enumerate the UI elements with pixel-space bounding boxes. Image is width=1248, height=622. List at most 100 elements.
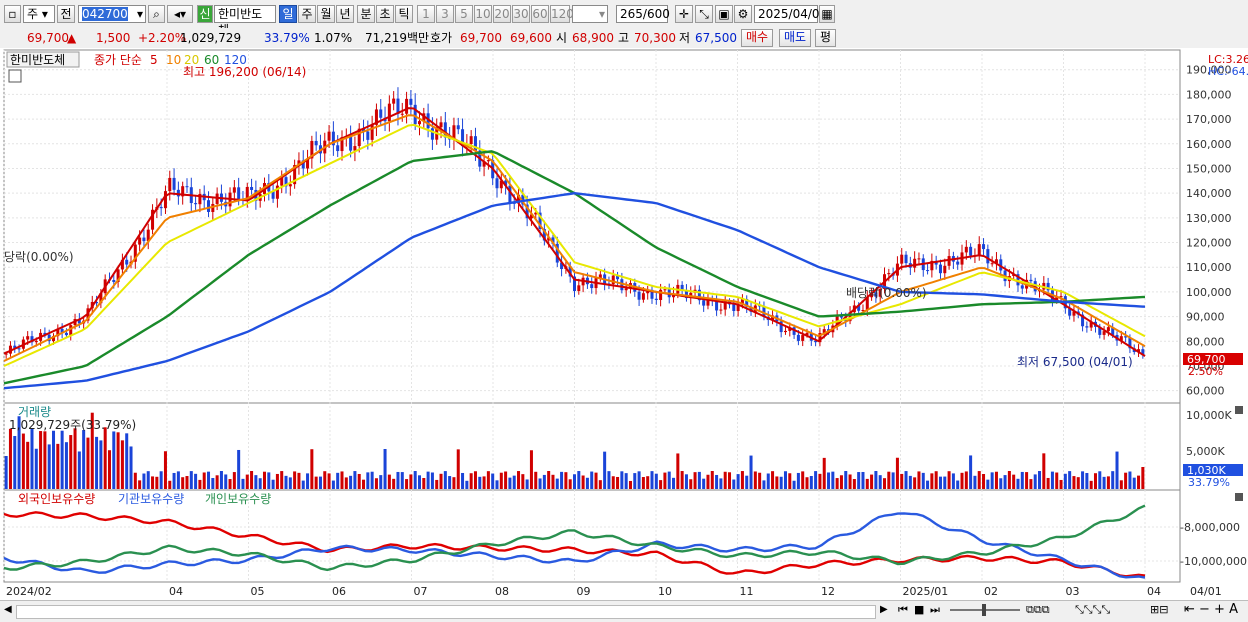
candle-body [887,273,891,275]
scroll-start-icon[interactable]: ⏮ [898,603,908,616]
draw-tools-icon[interactable]: ⤡⤡⤡⤡ [1075,603,1111,616]
count-input[interactable]: 265/600 [616,5,670,23]
volume-bar [870,474,874,489]
holding-panel[interactable] [3,489,1181,583]
volume-bar [908,475,912,489]
interval-120-button[interactable]: 120 [550,5,574,23]
candle-body [340,137,344,152]
date-input[interactable]: 2025/04/01 [754,5,827,23]
candle-body [663,289,667,291]
volume-bar [353,471,357,489]
period-month-button[interactable]: 월 [317,5,335,23]
misc-tools-icon[interactable]: ⊞⊟ [1150,603,1169,616]
scroll-left-icon[interactable]: ◀ [4,604,12,615]
candle-body [848,312,852,322]
stock-tab[interactable]: 한미반도체 [10,53,65,67]
interval-5-button[interactable]: 5 [455,5,473,23]
period-minute-button[interactable]: 분 [357,5,375,23]
buy-button[interactable]: 매수 [741,29,774,47]
volume-bar [577,471,581,489]
volume-close-icon[interactable] [1235,406,1243,414]
stock-tab-box[interactable] [6,51,80,68]
window-icon[interactable]: ▫ [4,5,21,23]
volume-bar [723,471,727,489]
table-toggle-icon[interactable] [8,69,22,83]
volume-bar [641,477,645,489]
volume-bar [917,471,921,489]
holding-y-tick: -10,000,000 [1180,555,1247,568]
ma5-line [3,107,1146,357]
volume-bar [628,480,632,489]
candle-body [271,191,275,199]
interval-input[interactable]: ▾ [572,5,608,23]
eval-button[interactable]: 평 [815,29,837,47]
candle-body [374,109,378,125]
volume-bar [275,473,279,489]
candle-body [495,178,499,189]
gear-icon[interactable]: ⚙ [734,5,752,23]
period-tick-button[interactable]: 틱 [395,5,413,23]
code-value: 042700 [82,7,128,21]
candle-body [525,204,529,219]
period-select[interactable]: 주 ▾ [23,5,55,23]
volume-bar [895,457,899,489]
candle-body [637,291,641,300]
interval-10-button[interactable]: 10 [474,5,492,23]
layout-icon[interactable]: ⧉⧉⧉ [1026,603,1050,616]
candle-body [964,246,968,253]
holding-lines [3,504,1146,579]
interval-20-button[interactable]: 20 [493,5,511,23]
candle-body [400,113,404,115]
interval-30-button[interactable]: 30 [512,5,530,23]
scroll-stop-icon[interactable]: ■ [914,603,925,616]
volume-bar [607,471,611,489]
save-icon[interactable]: ▣ [715,5,733,23]
volume-bar [1046,477,1050,489]
period-year-button[interactable]: 년 [336,5,354,23]
volume-bar [159,471,163,489]
interval-60-button[interactable]: 60 [531,5,549,23]
volume-bar [1132,477,1136,489]
scroll-track[interactable] [16,605,876,619]
volume-bar [250,471,254,489]
interval-1-button[interactable]: 1 [417,5,435,23]
price-panel[interactable] [3,49,1181,404]
volume-bar [185,476,189,489]
calendar-icon[interactable]: ▦ [819,5,835,23]
crosshair-icon[interactable]: ✛ [675,5,693,23]
candle-body [297,160,301,166]
scroll-end-icon[interactable]: ⏭ [930,603,940,616]
volume-bar [921,472,925,489]
sell-button[interactable]: 매도 [779,29,812,47]
scroll-right-icon[interactable]: ▶ [880,604,888,615]
holding-y-tick: -8,000,000 [1180,521,1240,534]
volume-bar [835,478,839,489]
search-icon[interactable]: ⌕ [148,5,165,23]
candle-body [740,299,744,305]
x-tick-label: 05 [251,585,265,598]
sound-icon[interactable]: ◂▾ [167,5,193,23]
prev-button[interactable]: 전 [57,5,75,23]
price-y-tick: 100,000 [1186,286,1232,299]
period-second-button[interactable]: 초 [376,5,394,23]
candle-body [69,325,73,336]
chart-canvas[interactable]: 190,000 180,000 170,000 160,000 150,000 140,0… [0,48,1248,600]
candle-body [456,125,460,130]
holding-close-icon[interactable] [1235,493,1243,501]
price-y-tick: 80,000 [1186,335,1225,348]
candle-body [4,353,8,355]
stock-name-field[interactable]: 한미반도체 [214,5,276,37]
candle-body [650,289,654,299]
period-week-button[interactable]: 주 [298,5,316,23]
chart-area[interactable]: 190,000 180,000 170,000 160,000 150,000 140,0… [0,48,1248,621]
interval-3-button[interactable]: 3 [436,5,454,23]
chart-scrollbar[interactable]: ◀ ▶ ⏮ ■ ⏭ ⧉⧉⧉ ⤡⤡⤡⤡ ⊞⊟ ⇤ − + A [0,600,1248,622]
volume-bar [409,474,413,489]
candle-body [47,334,51,342]
code-input[interactable]: 042700 ▾ [78,5,146,23]
zoom-slider-thumb[interactable] [982,604,986,616]
period-day-button[interactable]: 일 [279,5,297,23]
volume-bar [232,472,236,489]
draw-tool-icon[interactable]: ⤡ [695,5,713,23]
zoom-controls-icon[interactable]: ⇤ − + A [1184,602,1238,617]
